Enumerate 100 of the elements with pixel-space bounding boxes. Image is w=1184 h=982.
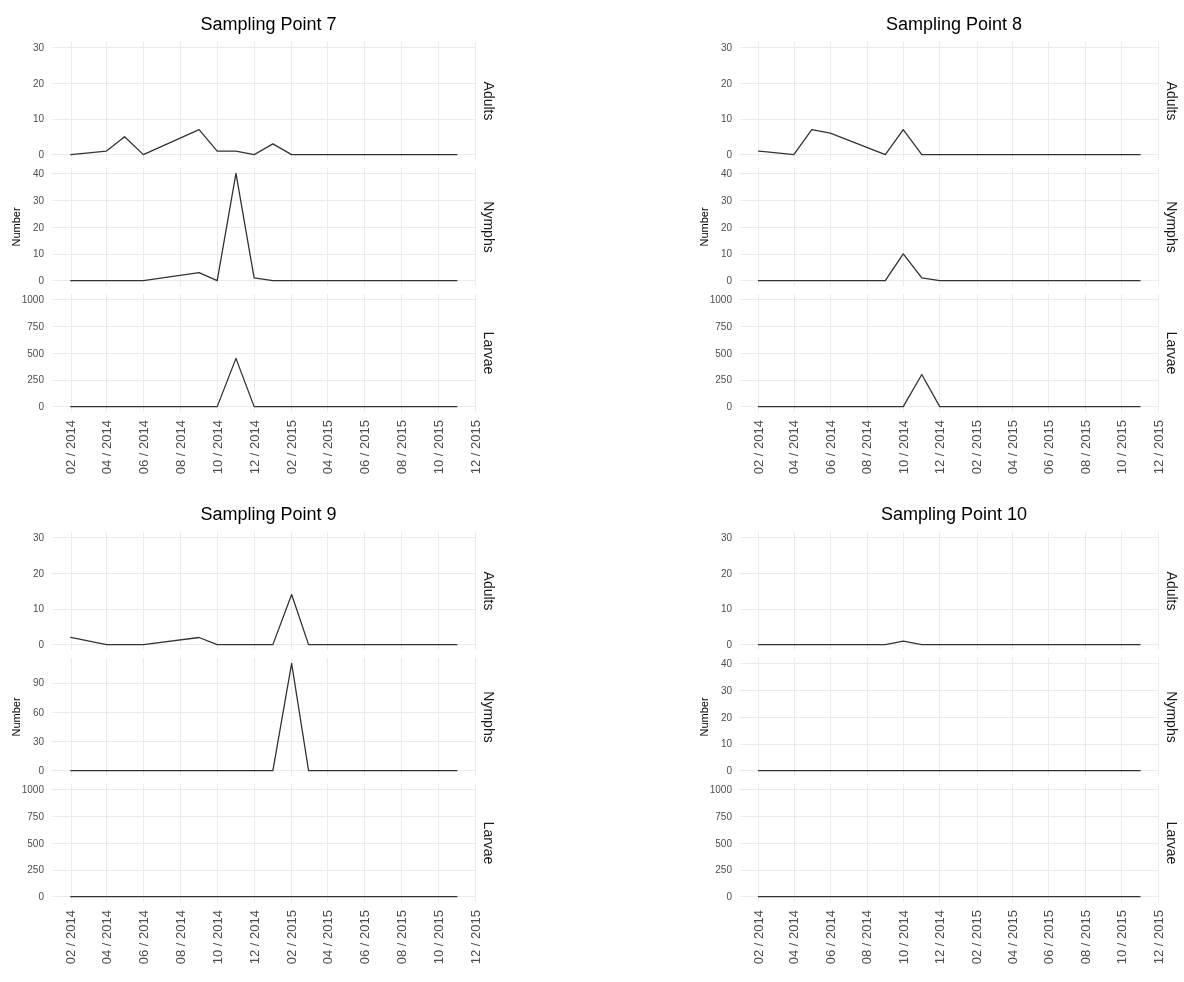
y-tick-label: 10 — [720, 113, 733, 125]
x-tick-label: 02 / 2015 — [969, 910, 985, 965]
y-tick-label: 0 — [726, 401, 733, 413]
x-tick-label: 12 / 2015 — [1150, 910, 1166, 965]
line-series — [70, 128, 458, 156]
y-tick-label: 20 — [32, 221, 45, 233]
y-tick-label: 0 — [38, 639, 45, 651]
y-tick-label: 30 — [720, 531, 733, 543]
y-tick-label: 500 — [715, 347, 733, 359]
x-tick-label: 08 / 2015 — [1077, 910, 1093, 965]
x-tick-label: 10 / 2014 — [895, 910, 911, 965]
x-tick-label: 10 / 2015 — [1114, 420, 1130, 475]
x-tick-label: 06 / 2014 — [135, 910, 151, 965]
text: Larvae — [481, 821, 497, 865]
y-tick-label: 20 — [720, 711, 733, 723]
y-tick-label: 500 — [27, 837, 45, 849]
y-tick-label: 1000 — [21, 293, 45, 305]
y-tick-label: 750 — [715, 320, 733, 332]
x-tick-label: 02 / 2015 — [284, 910, 300, 965]
text: Larvae — [1164, 821, 1180, 865]
text: Adults — [1164, 571, 1180, 611]
y-tick-label: 500 — [27, 347, 45, 359]
x-tick-label: 04 / 2015 — [319, 420, 335, 475]
x-tick-label: 10 / 2014 — [209, 420, 225, 475]
x-tick-label: 12 / 2014 — [246, 420, 262, 475]
x-tick-label: 06 / 2015 — [356, 420, 372, 475]
y-tick-label: 30 — [32, 531, 45, 543]
y-tick-label: 10 — [720, 603, 733, 615]
text: Nymphs — [1164, 201, 1180, 253]
y-tick-label: 40 — [720, 657, 733, 669]
y-axis-title: Number — [698, 697, 710, 737]
x-tick-label: 12 / 2015 — [467, 910, 483, 965]
line-series — [70, 172, 458, 282]
y-tick-label: 1000 — [709, 293, 733, 305]
y-tick-label: 30 — [32, 41, 45, 53]
y-tick-label: 10 — [32, 248, 45, 260]
y-tick-label: 0 — [38, 275, 45, 287]
x-tick-label: 08 / 2015 — [1077, 420, 1093, 475]
x-tick-label: 02 / 2014 — [751, 910, 767, 965]
y-tick-label: 0 — [726, 765, 733, 777]
y-tick-label: 0 — [726, 891, 733, 903]
x-tick-label: 08 / 2014 — [859, 910, 875, 965]
text: Nymphs — [481, 201, 497, 253]
y-tick-label: 1000 — [21, 783, 45, 795]
y-tick-label: 90 — [32, 677, 45, 689]
y-tick-label: 250 — [715, 374, 733, 386]
y-tick-label: 20 — [32, 567, 45, 579]
y-tick-label: 30 — [32, 735, 45, 747]
x-tick-label: 04 / 2015 — [319, 910, 335, 965]
y-tick-label: 250 — [27, 864, 45, 876]
y-tick-label: 0 — [726, 639, 733, 651]
y-tick-label: 750 — [27, 810, 45, 822]
y-tick-label: 0 — [726, 149, 733, 161]
x-tick-label: 08 / 2014 — [859, 420, 875, 475]
x-tick-label: 12 / 2015 — [467, 420, 483, 475]
chart-title: Sampling Point 10 — [880, 504, 1028, 524]
x-tick-label: 06 / 2014 — [822, 910, 838, 965]
x-tick-label: 10 / 2015 — [430, 910, 446, 965]
y-tick-label: 0 — [38, 891, 45, 903]
x-tick-label: 04 / 2014 — [786, 910, 802, 965]
y-tick-label: 20 — [32, 77, 45, 89]
x-tick-label: 10 / 2015 — [1114, 910, 1130, 965]
y-tick-label: 0 — [726, 275, 733, 287]
x-tick-label: 02 / 2015 — [969, 420, 985, 475]
chart-title: Sampling Point 8 — [885, 14, 1023, 34]
y-tick-label: 30 — [720, 684, 733, 696]
x-tick-label: 08 / 2014 — [172, 910, 188, 965]
x-tick-label: 06 / 2014 — [822, 420, 838, 475]
y-tick-label: 750 — [27, 320, 45, 332]
chart-title: Sampling Point 9 — [200, 504, 337, 524]
text: Adults — [481, 81, 497, 121]
y-tick-label: 10 — [720, 738, 733, 750]
x-tick-label: 12 / 2015 — [1150, 420, 1166, 475]
y-tick-label: 750 — [715, 810, 733, 822]
y-tick-label: 20 — [720, 221, 733, 233]
x-tick-label: 04 / 2014 — [786, 420, 802, 475]
y-tick-label: 10 — [32, 603, 45, 615]
x-tick-label: 06 / 2015 — [1041, 420, 1057, 475]
x-tick-label: 10 / 2014 — [895, 420, 911, 475]
text: Nymphs — [481, 691, 497, 743]
x-tick-label: 02 / 2014 — [63, 420, 79, 475]
y-tick-label: 10 — [32, 113, 45, 125]
x-tick-label: 04 / 2014 — [98, 420, 114, 475]
y-tick-label: 0 — [38, 149, 45, 161]
text: Larvae — [1164, 331, 1180, 375]
y-axis-title: Number — [698, 207, 710, 247]
y-tick-label: 30 — [32, 194, 45, 206]
y-tick-label: 30 — [720, 41, 733, 53]
y-tick-label: 0 — [38, 401, 45, 413]
text: Adults — [481, 571, 497, 611]
y-tick-label: 10 — [720, 248, 733, 260]
x-tick-label: 04 / 2014 — [98, 910, 114, 965]
text: Larvae — [481, 331, 497, 375]
x-tick-label: 02 / 2015 — [284, 420, 300, 475]
y-axis-title: Number — [10, 207, 22, 247]
x-tick-label: 10 / 2015 — [430, 420, 446, 475]
x-tick-label: 06 / 2015 — [1041, 910, 1057, 965]
y-tick-label: 20 — [720, 567, 733, 579]
text: Nymphs — [1164, 691, 1180, 743]
y-tick-label: 30 — [720, 194, 733, 206]
